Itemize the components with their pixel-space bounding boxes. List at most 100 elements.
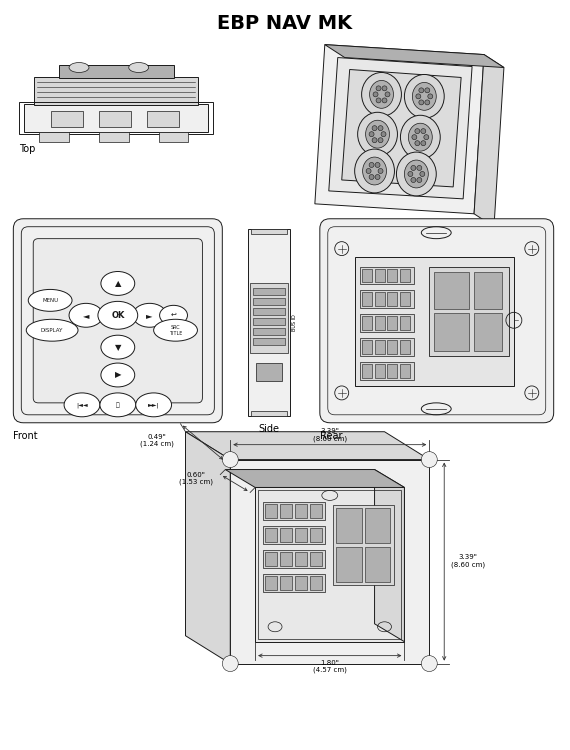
Polygon shape [325, 44, 504, 68]
Bar [51, 111, 83, 128]
Bar [280, 504, 292, 518]
Text: ►: ► [146, 310, 153, 320]
Ellipse shape [397, 152, 436, 196]
Text: EBP NAV MK: EBP NAV MK [217, 14, 353, 33]
Ellipse shape [355, 149, 394, 193]
Bar [263, 574, 325, 592]
Ellipse shape [369, 132, 374, 136]
Text: ►►|: ►►| [148, 402, 160, 407]
Ellipse shape [363, 157, 386, 185]
Bar [265, 576, 277, 590]
Text: 0.49"
(1.24 cm): 0.49" (1.24 cm) [140, 434, 173, 448]
Bar [360, 314, 414, 332]
Polygon shape [329, 58, 472, 199]
Bar [360, 338, 414, 356]
Bar [280, 552, 292, 566]
Ellipse shape [26, 320, 78, 341]
Ellipse shape [373, 92, 378, 97]
Bar [265, 528, 277, 542]
Text: 3.39"
(8.60 cm): 3.39" (8.60 cm) [451, 554, 485, 568]
Bar [361, 340, 372, 354]
Bar [263, 503, 325, 520]
Bar [158, 132, 189, 142]
Bar [295, 504, 307, 518]
Bar [388, 292, 397, 306]
Bar [355, 256, 514, 386]
Polygon shape [474, 55, 504, 226]
Ellipse shape [408, 172, 413, 176]
Bar [310, 528, 322, 542]
Bar [401, 340, 410, 354]
Bar [401, 292, 410, 306]
Text: BUS ID: BUS ID [292, 314, 297, 331]
Ellipse shape [222, 656, 238, 671]
Ellipse shape [369, 175, 374, 179]
Ellipse shape [425, 88, 430, 93]
Bar [146, 111, 178, 128]
Ellipse shape [378, 126, 383, 130]
Bar [280, 528, 292, 542]
Ellipse shape [415, 141, 420, 146]
Ellipse shape [376, 86, 381, 91]
Bar [253, 338, 285, 345]
Ellipse shape [381, 132, 386, 136]
Bar [365, 509, 390, 543]
Bar [59, 64, 173, 79]
Bar [374, 292, 385, 306]
Text: 0.60"
(1.53 cm): 0.60" (1.53 cm) [180, 472, 213, 485]
Bar [365, 548, 390, 582]
Bar [361, 268, 372, 283]
FancyBboxPatch shape [320, 219, 553, 423]
Ellipse shape [375, 175, 380, 179]
Bar [310, 576, 322, 590]
Text: Side: Side [259, 424, 279, 433]
Text: Top: Top [19, 144, 36, 154]
Ellipse shape [366, 169, 371, 173]
Bar [401, 316, 410, 330]
Ellipse shape [361, 73, 401, 116]
Bar [360, 362, 414, 380]
Ellipse shape [412, 82, 436, 110]
Bar [295, 552, 307, 566]
Polygon shape [230, 460, 429, 664]
Ellipse shape [100, 393, 136, 417]
Ellipse shape [428, 94, 433, 99]
Ellipse shape [222, 452, 238, 467]
Bar [474, 272, 502, 309]
Ellipse shape [417, 166, 422, 170]
Ellipse shape [376, 98, 381, 103]
Bar [361, 292, 372, 306]
Ellipse shape [385, 92, 390, 97]
Bar [263, 526, 325, 544]
Bar [374, 340, 385, 354]
Bar [310, 552, 322, 566]
Text: SRC
TITLE: SRC TITLE [169, 325, 182, 335]
Ellipse shape [101, 363, 135, 387]
Bar [388, 340, 397, 354]
Text: MENU: MENU [42, 298, 58, 303]
Bar [280, 576, 292, 590]
Bar [248, 229, 290, 416]
Ellipse shape [405, 160, 428, 188]
Text: ⏸: ⏸ [116, 402, 120, 408]
Ellipse shape [369, 163, 374, 167]
Bar [253, 289, 285, 296]
Bar [374, 364, 385, 378]
Ellipse shape [101, 272, 135, 296]
Bar [336, 509, 361, 543]
Ellipse shape [382, 86, 387, 91]
Bar [39, 132, 69, 142]
Bar [99, 111, 131, 128]
FancyBboxPatch shape [33, 238, 202, 403]
Bar [19, 102, 213, 134]
Polygon shape [185, 432, 230, 664]
Bar [361, 316, 372, 330]
Ellipse shape [421, 129, 426, 134]
Text: DISPLAY: DISPLAY [41, 328, 63, 333]
FancyBboxPatch shape [13, 219, 222, 423]
Ellipse shape [421, 141, 426, 146]
Ellipse shape [372, 126, 377, 130]
Ellipse shape [357, 112, 397, 156]
Bar [388, 364, 397, 378]
Bar [265, 504, 277, 518]
